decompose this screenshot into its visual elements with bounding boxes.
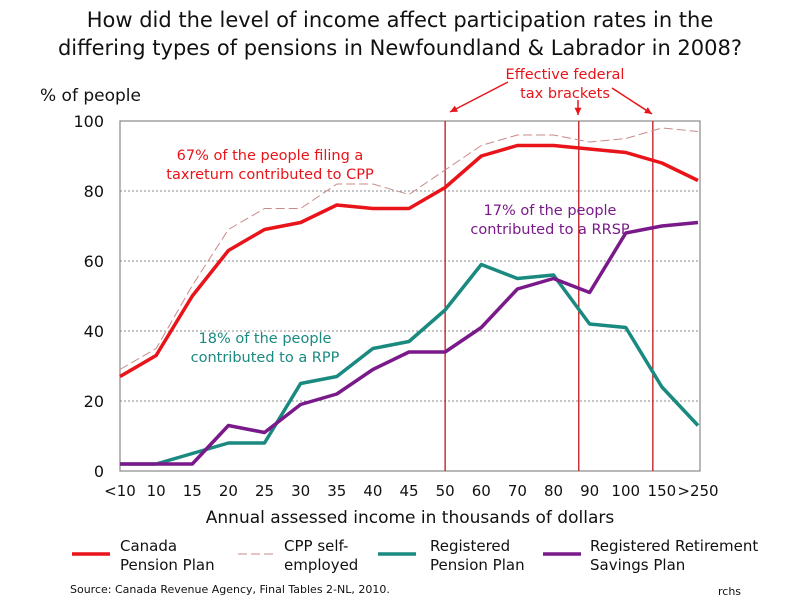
arrow-line	[449, 81, 509, 113]
annotation-rrsp: 17% of the people	[484, 203, 617, 219]
arrow-line	[611, 87, 653, 115]
credit: rchs	[718, 585, 742, 598]
x-tick-label: 90	[580, 482, 599, 500]
annotation-rrsp: contributed to a RRSP	[470, 222, 630, 238]
x-tick-label: 10	[147, 482, 166, 500]
legend-label-3: Savings Plan	[590, 556, 685, 574]
chart-title-line-2: differing types of pensions in Newfoundl…	[57, 36, 743, 60]
x-tick-label: 70	[508, 482, 527, 500]
y-tick-label: 60	[84, 252, 104, 271]
chart-title: How did the level of income affect parti…	[0, 6, 800, 62]
chart-title-line-1: How did the level of income affect parti…	[86, 8, 714, 32]
x-tick-label: 15	[183, 482, 202, 500]
x-tick-label: 60	[472, 482, 491, 500]
legend-label-0: Canada	[120, 537, 177, 555]
legend-label-0: Pension Plan	[120, 556, 215, 574]
x-tick-label: 150	[648, 482, 677, 500]
series-line-2	[120, 262, 700, 466]
x-tick-label: 40	[363, 482, 382, 500]
x-tick-label: 25	[255, 482, 274, 500]
x-tick-label: >250	[677, 482, 718, 500]
series-line-0	[119, 143, 699, 379]
y-tick-label: 40	[84, 322, 104, 341]
y-axis-label: % of people	[40, 86, 141, 106]
x-tick-label: 100	[611, 482, 640, 500]
annotation-cpp: taxreturn contributed to CPP	[166, 167, 374, 183]
y-tick-label: 0	[94, 462, 104, 481]
annotation-rpp: contributed to a RPP	[191, 350, 340, 366]
x-tick-label: 30	[291, 482, 310, 500]
annotation-tax-brackets: tax brackets	[520, 86, 610, 102]
legend-label-2: Pension Plan	[430, 556, 525, 574]
arrow-head-icon	[450, 105, 458, 112]
legend-label-3: Registered Retirement	[590, 537, 758, 555]
y-tick-label: 20	[84, 392, 104, 411]
annotation-rpp: 18% of the people	[199, 331, 332, 347]
y-tick-label: 100	[73, 112, 104, 131]
series-line-3	[120, 220, 699, 466]
legend-label-2: Registered	[430, 537, 510, 555]
x-tick-label: 20	[219, 482, 238, 500]
source-note: Source: Canada Revenue Agency, Final Tab…	[70, 583, 390, 596]
plot-frame	[119, 120, 701, 472]
arrow-head-icon	[644, 107, 652, 114]
x-tick-label: 50	[436, 482, 455, 500]
annotation-cpp: 67% of the people filing a	[177, 148, 364, 164]
y-tick-label: 80	[84, 182, 104, 201]
series-line-1	[119, 127, 699, 370]
arrow-head-icon	[574, 107, 582, 115]
x-tick-label: <10	[104, 482, 136, 500]
annotation-tax-brackets: Effective federal	[506, 67, 625, 83]
x-tick-label: 35	[327, 482, 346, 500]
legend-label-1: CPP self-	[284, 537, 348, 555]
legend-label-1: employed	[284, 556, 358, 574]
x-tick-label: 45	[399, 482, 418, 500]
x-axis-label: Annual assessed income in thousands of d…	[205, 508, 615, 528]
x-tick-label: 80	[544, 482, 563, 500]
